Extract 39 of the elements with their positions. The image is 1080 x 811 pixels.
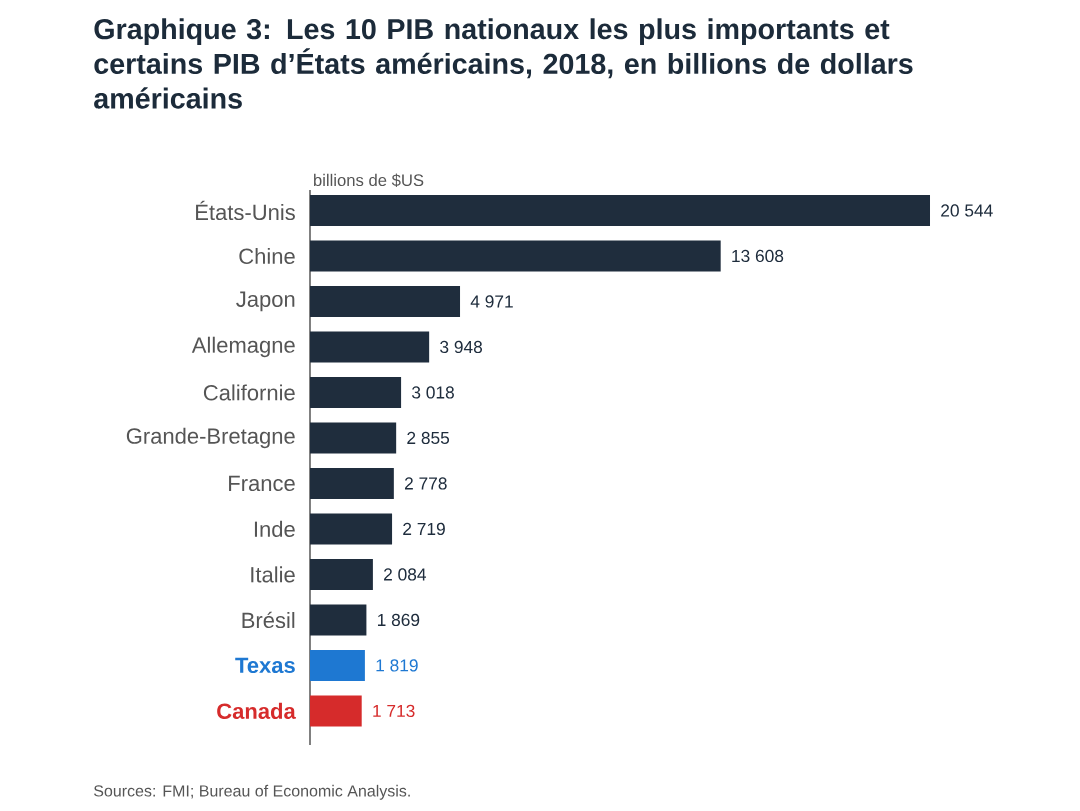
- bar: [310, 604, 367, 636]
- bar: [310, 649, 365, 681]
- bar: [310, 558, 373, 590]
- bar: [310, 513, 393, 545]
- data-label: 4 971: [470, 295, 513, 308]
- y-tick-label: Allemagne: [191, 336, 295, 358]
- data-label: 20 544: [941, 204, 993, 217]
- bar: [310, 376, 402, 408]
- bar: [310, 240, 721, 272]
- data-label: 2 084: [384, 568, 427, 581]
- source-note: Sources: FMI; Bureau of Economic Analysis.: [94, 784, 410, 800]
- bar: [310, 285, 461, 317]
- bar: [310, 331, 430, 363]
- bar: [310, 695, 362, 727]
- y-tick-label: Japon: [236, 291, 295, 312]
- x-axis-title: billions de $US: [314, 173, 424, 188]
- bar: [310, 422, 397, 454]
- y-tick-label: Grande-Bretagne: [126, 427, 295, 449]
- data-label: 13 608: [732, 249, 784, 263]
- bar: [310, 467, 394, 499]
- data-label: 3 018: [412, 386, 454, 399]
- y-tick-label: Chine: [239, 247, 295, 265]
- chart-title: Graphique 3: Les 10 PIB nationaux les plus importants et certains PIB d’États américains, 2018, en billions de dollars américains: [94, 18, 913, 109]
- data-label: 1 713: [373, 704, 415, 718]
- y-tick-label: Californie: [203, 384, 295, 401]
- data-label: 2 719: [403, 522, 445, 536]
- y-tick-label: Texas: [235, 657, 295, 674]
- data-label: 2 855: [407, 431, 450, 445]
- y-tick-label: Inde: [254, 520, 295, 537]
- data-label: 3 948: [440, 340, 483, 354]
- data-label: 1 819: [376, 659, 418, 672]
- y-tick-label: Italie: [251, 566, 295, 583]
- y-tick-label: États-Unis: [196, 200, 295, 221]
- y-tick-label: Brésil: [242, 611, 295, 629]
- bar: [310, 194, 931, 226]
- y-tick-label: France: [229, 475, 295, 492]
- data-label: 1 869: [377, 613, 420, 627]
- data-label: 2 778: [404, 477, 447, 490]
- y-tick-label: Canada: [217, 702, 296, 719]
